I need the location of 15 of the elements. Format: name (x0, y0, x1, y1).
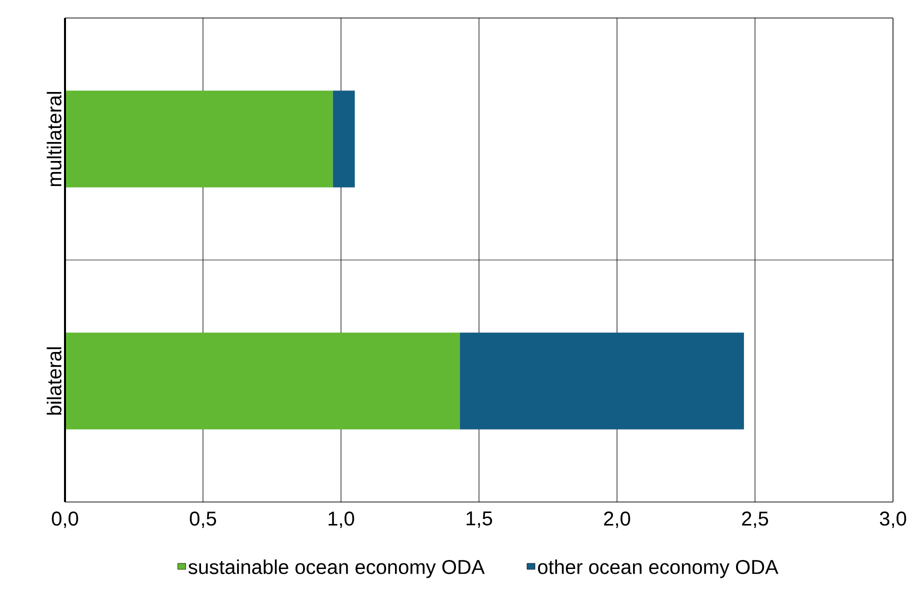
bar (332, 90, 355, 188)
bar (65, 90, 333, 188)
x-tick-label: 0,5 (190, 512, 216, 528)
x-tick-label: 3,0 (880, 512, 906, 528)
x-tick-label: 2,5 (742, 512, 768, 528)
y-tick-label: bilateral (46, 347, 62, 415)
bar (65, 332, 460, 430)
x-tick-label: 0,0 (52, 512, 78, 528)
x-tick-label: 2,0 (604, 512, 630, 528)
x-tick-label: 1,0 (328, 512, 354, 528)
bar (460, 332, 744, 430)
x-tick-label: 1,5 (466, 512, 492, 528)
y-tick-label: multilateral (46, 92, 62, 186)
legend-label: other ocean economy ODA (538, 559, 778, 578)
legend-label: sustainable ocean economy ODA (188, 559, 485, 578)
